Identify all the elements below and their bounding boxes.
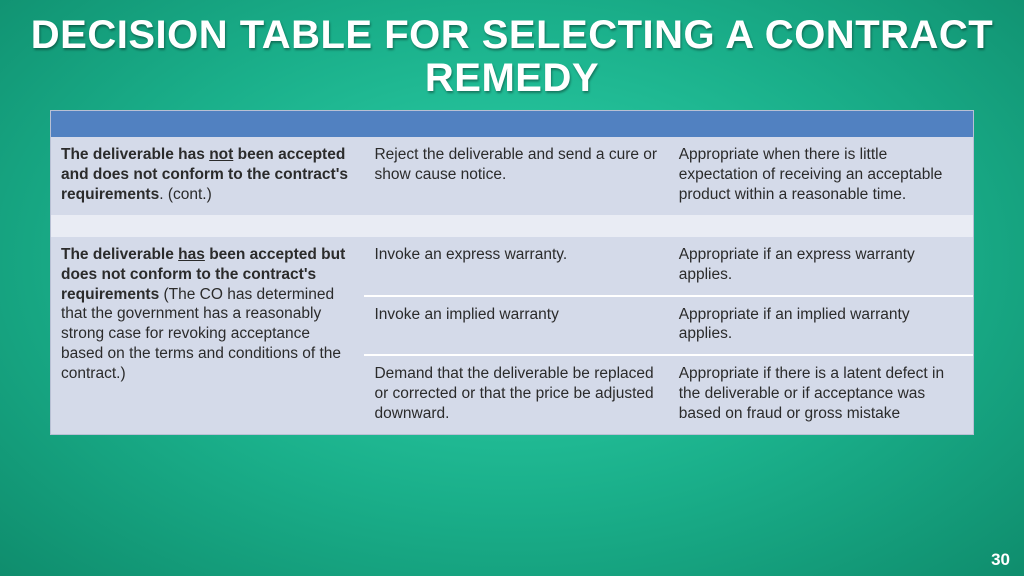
- table-header-cell: [51, 111, 364, 137]
- remedy-cell: Invoke an implied warranty: [364, 296, 668, 356]
- page-number: 30: [991, 550, 1010, 570]
- remedy-cell: Reject the deliverable and send a cure o…: [364, 137, 668, 214]
- situation-text: The deliverable: [61, 246, 178, 263]
- situation-underline: not: [209, 146, 233, 163]
- remedy-cell: Invoke an express warranty.: [364, 237, 668, 296]
- when-cell: Appropriate if an express warranty appli…: [669, 237, 973, 296]
- decision-table: The deliverable has not been accepted an…: [50, 110, 974, 434]
- situation-tail: . (cont.): [159, 186, 212, 203]
- situation-underline: has: [178, 246, 205, 263]
- when-cell: Appropriate if an implied warranty appli…: [669, 296, 973, 356]
- table-row: The deliverable has not been accepted an…: [51, 137, 973, 214]
- table-spacer-row: [51, 215, 973, 237]
- page-title: DECISION TABLE FOR SELECTING A CONTRACT …: [30, 14, 994, 100]
- table-row: The deliverable has been accepted but do…: [51, 237, 973, 296]
- when-cell: Appropriate if there is a latent defect …: [669, 355, 973, 433]
- table-header-cell: [669, 111, 973, 137]
- remedy-cell: Demand that the deliverable be replaced …: [364, 355, 668, 433]
- table-header-cell: [364, 111, 668, 137]
- table-header-row: [51, 111, 973, 137]
- slide: DECISION TABLE FOR SELECTING A CONTRACT …: [0, 0, 1024, 576]
- situation-cell: The deliverable has not been accepted an…: [51, 137, 364, 214]
- when-cell: Appropriate when there is little expecta…: [669, 137, 973, 214]
- situation-text: The deliverable has: [61, 146, 209, 163]
- situation-cell: The deliverable has been accepted but do…: [51, 237, 364, 434]
